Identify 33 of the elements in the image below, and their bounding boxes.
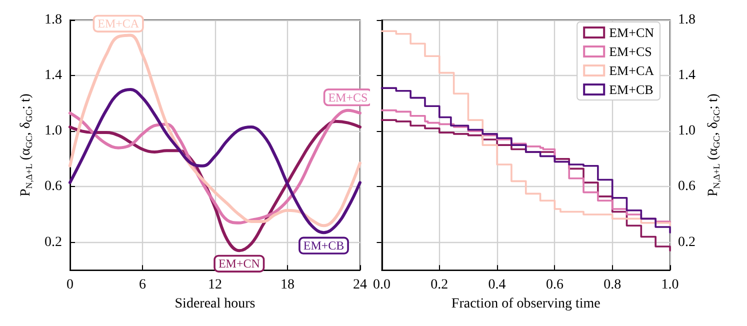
x-axis-title: Sidereal hours [174,296,256,312]
x-tick-label: 0.0 [373,278,390,293]
y-tick-label: 0.6 [678,179,696,194]
y-axis-title: PN,Δ+L (αGC, δGC; t) [18,93,34,197]
x-tick-label: 18 [280,278,294,293]
annotation: EM+CB [303,238,344,253]
x-tick-label: 24 [353,278,367,293]
x-tick-label: 0 [66,278,74,293]
legend-label: EM+CN [609,25,655,40]
x-tick-label: 0.4 [488,278,506,293]
x-tick-label: 6 [139,278,146,293]
x-tick-label: 0.6 [546,278,564,293]
legend-label: EM+CS [609,44,652,59]
annotation: EM+CS [328,90,368,104]
legend-label: EM+CA [609,63,655,78]
y-tick-label: 1.0 [678,124,696,139]
x-tick-label: 12 [208,278,222,293]
x-axis-title: Fraction of observing time [451,296,600,312]
y-tick-label: 1.4 [678,68,696,84]
x-tick-label: 0.2 [430,278,448,293]
annotation: EM+CA [98,16,140,31]
y-tick-label: 0.2 [44,234,62,250]
y-tick-label: 1.0 [44,124,62,139]
legend-label: EM+CB [609,82,654,97]
y-tick-label: 1.4 [44,68,62,84]
y-tick-label: 0.6 [44,179,62,194]
y-axis-title: PN,Δ+L (αGC, δGC; t) [706,93,722,197]
y-tick-label: 1.8 [44,12,62,28]
y-tick-label: 1.8 [678,12,696,28]
annotation: EM+CN [218,256,260,271]
y-tick-label: 0.2 [678,234,696,250]
x-tick-label: 1.0 [661,278,679,293]
x-tick-label: 0.8 [604,278,622,293]
